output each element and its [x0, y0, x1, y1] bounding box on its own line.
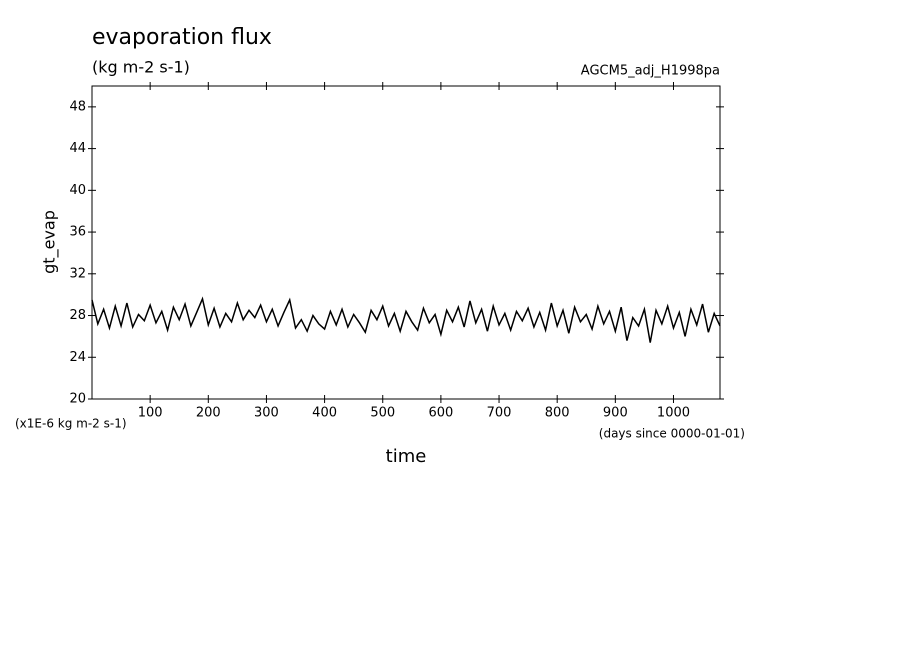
y-unit-note: (x1E-6 kg m-2 s-1) — [15, 417, 127, 431]
x-tick-label: 900 — [603, 406, 628, 421]
y-tick-label: 32 — [69, 266, 86, 281]
y-axis-label: gt_evap — [40, 210, 60, 274]
y-tick-label: 48 — [69, 99, 86, 114]
x-tick-label: 200 — [196, 406, 221, 421]
x-tick-label: 700 — [487, 406, 512, 421]
chart-subtitle: (kg m-2 s-1) — [92, 58, 190, 77]
y-tick-label: 36 — [69, 225, 86, 240]
x-tick-label: 400 — [312, 406, 337, 421]
x-tick-label: 500 — [370, 406, 395, 421]
y-tick-label: 20 — [69, 392, 86, 407]
data-line — [91, 296, 721, 343]
plot-frame — [91, 85, 721, 400]
x-tick-label: 100 — [138, 406, 163, 421]
y-tick-label: 28 — [69, 308, 86, 323]
y-tick-label: 40 — [69, 183, 86, 198]
x-tick-label: 300 — [254, 406, 279, 421]
run-label: AGCM5_adj_H1998pa — [581, 64, 720, 79]
x-tick-label: 1000 — [657, 406, 690, 421]
y-tick-label: 44 — [69, 141, 86, 156]
x-unit-note: (days since 0000-01-01) — [599, 427, 745, 441]
y-tick-label: 24 — [69, 350, 86, 365]
x-axis-label: time — [386, 446, 427, 467]
x-tick-label: 800 — [545, 406, 570, 421]
chart-title: evaporation flux — [92, 25, 272, 50]
x-tick-label: 600 — [428, 406, 453, 421]
